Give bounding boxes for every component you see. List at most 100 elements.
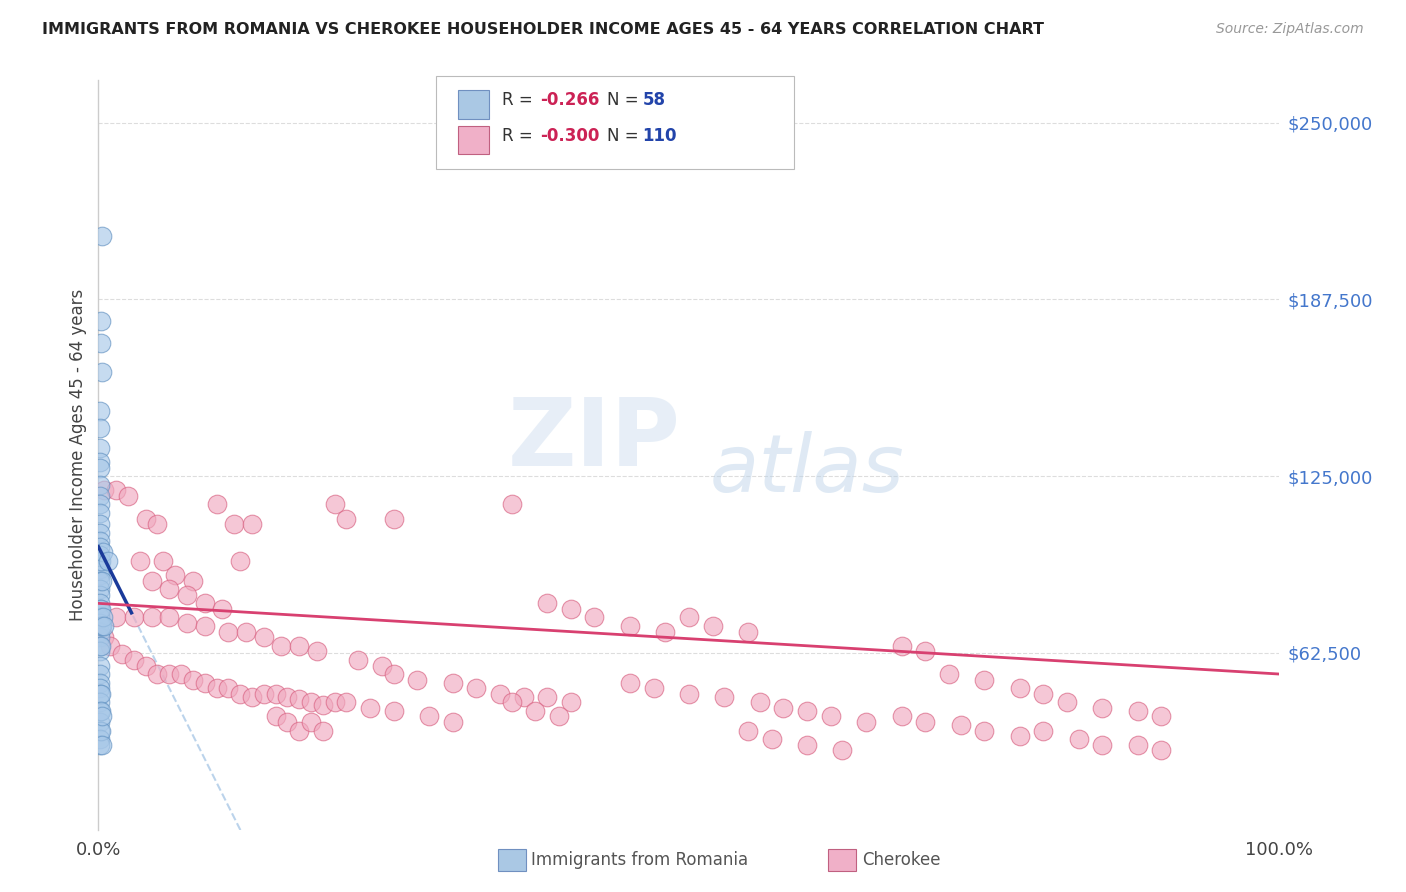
Point (89, 588, 111, 602)
Point (90, 602, 112, 616)
Point (441, 675, 464, 690)
Point (152, 554, 174, 568)
Point (89, 715, 111, 730)
Point (264, 687, 287, 701)
Point (737, 624, 759, 639)
Point (89, 460, 111, 475)
Point (89, 687, 111, 701)
Point (973, 723, 995, 738)
Point (890, 709, 912, 723)
Point (141, 610, 163, 624)
Point (1091, 701, 1114, 715)
Point (89, 549, 111, 563)
Point (89, 404, 111, 418)
Point (748, 695, 770, 709)
Point (89, 639, 111, 653)
Point (117, 489, 139, 503)
Point (737, 723, 759, 738)
Point (270, 639, 292, 653)
Point (441, 715, 464, 730)
Point (194, 596, 217, 610)
Point (90, 619, 112, 633)
Point (122, 610, 145, 624)
Point (1150, 743, 1173, 757)
Point (560, 695, 582, 709)
Point (371, 658, 394, 673)
Point (122, 653, 145, 667)
Point (938, 667, 960, 681)
Point (240, 517, 263, 532)
Point (276, 690, 298, 704)
Point (1056, 695, 1078, 709)
Point (335, 511, 357, 525)
Point (501, 695, 523, 709)
Point (89, 557, 111, 571)
Point (702, 619, 724, 633)
Point (678, 610, 700, 624)
Point (90, 687, 112, 701)
Point (465, 681, 488, 696)
Point (240, 690, 263, 704)
Point (619, 619, 641, 633)
Point (141, 574, 163, 588)
Point (761, 732, 783, 747)
Point (654, 624, 676, 639)
Point (1008, 729, 1031, 743)
Point (512, 690, 534, 704)
Text: Cherokee: Cherokee (862, 851, 941, 869)
Text: -0.300: -0.300 (540, 127, 599, 145)
Point (536, 596, 558, 610)
Point (93, 483, 115, 498)
Point (305, 644, 328, 658)
Point (678, 687, 700, 701)
Point (90, 723, 112, 738)
Point (1032, 687, 1054, 701)
Point (89, 667, 111, 681)
Point (135, 511, 157, 525)
Point (93, 619, 115, 633)
Point (90, 704, 112, 718)
Point (91, 364, 114, 378)
Point (406, 673, 429, 687)
Point (91, 610, 114, 624)
Point (89, 534, 111, 549)
Point (89, 704, 111, 718)
Point (89, 624, 111, 639)
Point (89, 489, 111, 503)
Point (382, 704, 405, 718)
Point (89, 568, 111, 582)
Point (89, 574, 111, 588)
Point (89, 732, 111, 747)
Point (91, 738, 114, 752)
Point (772, 701, 794, 715)
Point (253, 687, 276, 701)
Point (97, 554, 120, 568)
Point (205, 681, 228, 696)
Point (619, 675, 641, 690)
Point (89, 421, 111, 435)
Point (288, 692, 311, 706)
Point (90, 313, 112, 327)
Point (89, 582, 111, 597)
Point (235, 624, 257, 639)
Point (796, 738, 818, 752)
Point (89, 658, 111, 673)
Point (90, 336, 112, 351)
Point (276, 715, 298, 730)
Point (536, 690, 558, 704)
Point (165, 568, 187, 582)
Point (312, 698, 335, 713)
Point (713, 690, 735, 704)
Point (176, 616, 198, 631)
Text: 110: 110 (643, 127, 678, 145)
Point (831, 743, 853, 757)
Point (548, 709, 571, 723)
Point (91, 574, 114, 588)
Point (89, 675, 111, 690)
Point (288, 723, 311, 738)
Point (217, 681, 239, 696)
Text: atlas: atlas (710, 431, 904, 509)
Point (89, 477, 111, 491)
Point (181, 574, 204, 588)
Point (501, 497, 523, 511)
